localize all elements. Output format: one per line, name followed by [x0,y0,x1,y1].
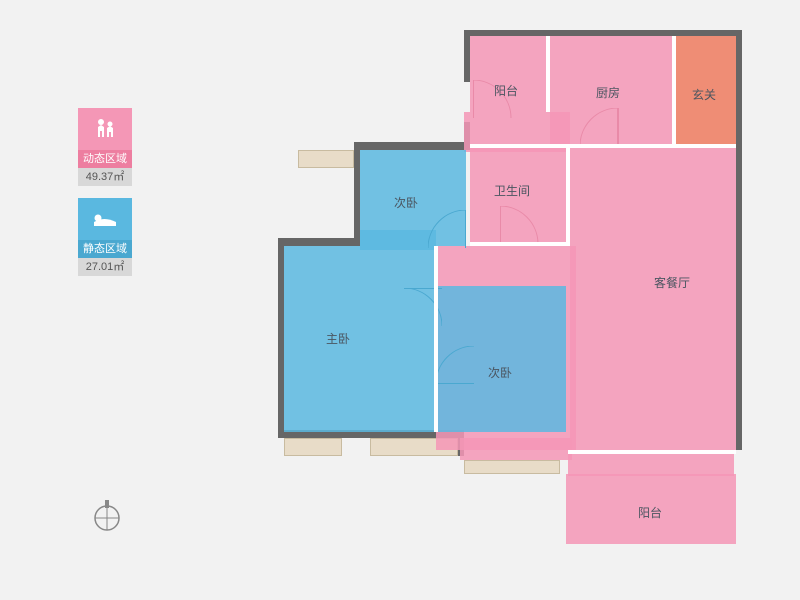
wall [278,238,360,246]
divider [672,36,676,144]
floor-gap [464,460,560,474]
legend-dynamic-value: 49.37㎡ [78,168,132,186]
door-arc-icon [428,210,466,248]
divider [546,36,550,112]
wall [354,142,470,150]
people-icon [78,108,132,150]
label-bathroom: 卫生间 [494,182,530,199]
wall [736,30,742,450]
label-bedroom-sec1: 次卧 [394,194,418,211]
door-arc-icon [500,206,540,246]
floorplan: 阳台 厨房 玄关 卫生间 次卧 客餐厅 主卧 次卧 阳台 [278,30,742,560]
legend-static: 静态区域 27.01㎡ [78,198,132,276]
door-arc-icon [436,346,474,384]
legend-static-value: 27.01㎡ [78,258,132,276]
label-balcony-top: 阳台 [494,82,518,99]
label-living: 客餐厅 [654,274,690,291]
legend-static-label: 静态区域 [78,240,132,258]
label-entrance: 玄关 [692,86,716,103]
divider [568,450,736,454]
floor-gap [284,438,342,456]
door-arc-icon [580,108,620,148]
label-balcony-bottom: 阳台 [638,504,662,521]
divider [470,144,736,148]
compass-icon [92,498,122,539]
divider [434,246,438,432]
room-sliver [460,438,572,460]
room-bedroom-master [284,246,436,432]
room-living [570,148,736,450]
label-bedroom-master: 主卧 [326,330,350,347]
label-kitchen: 厨房 [596,84,620,101]
label-bedroom-sec2: 次卧 [488,364,512,381]
divider [566,148,570,242]
legend: 动态区域 49.37㎡ 静态区域 27.01㎡ [78,108,132,288]
divider [470,242,570,246]
legend-dynamic-label: 动态区域 [78,150,132,168]
room-bedroom-master-ext [360,230,436,250]
floor-gap [298,150,354,168]
sleep-icon [78,198,132,240]
legend-dynamic: 动态区域 49.37㎡ [78,108,132,186]
